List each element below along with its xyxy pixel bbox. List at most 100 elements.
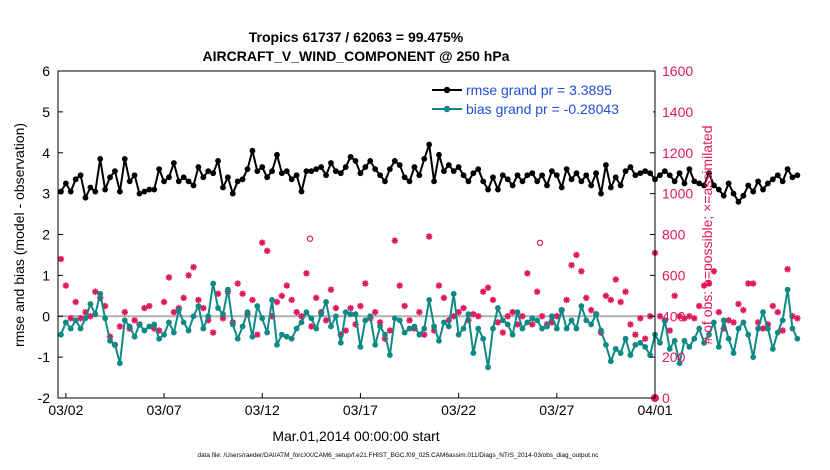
obs-count-point (686, 313, 693, 320)
bias-point (686, 344, 693, 350)
obs-count-point (195, 296, 202, 304)
bias-point (401, 329, 408, 336)
rmse-point (249, 147, 256, 154)
bias-point (696, 325, 703, 332)
bias-point (87, 301, 94, 307)
bias-point (293, 325, 300, 332)
rmse-point (696, 180, 703, 187)
obs-count-point (160, 298, 168, 306)
rmse-point (647, 170, 653, 177)
bias-point (593, 311, 599, 318)
legend-bias-marker (443, 105, 451, 113)
legend-box (427, 80, 653, 120)
bias-point (239, 323, 246, 330)
obs-count-point (342, 327, 349, 334)
bias-point (210, 280, 217, 287)
bias-point (534, 317, 541, 324)
rmse-point (494, 186, 501, 193)
obs-count-point (327, 286, 335, 293)
obs-count-point (779, 327, 786, 334)
rmse-point (553, 172, 560, 179)
obs-count-point (391, 237, 398, 244)
obs-count-point (504, 313, 511, 320)
rmse-point (485, 186, 491, 193)
rmse-point (288, 176, 295, 183)
bias-point (632, 341, 639, 348)
bias-point (62, 319, 69, 326)
rmse-point (244, 166, 251, 173)
bias-point (490, 325, 496, 332)
obs-count-point (715, 308, 723, 316)
rmse-point (347, 153, 354, 160)
rmse-point (328, 160, 334, 166)
rmse-point (401, 174, 408, 181)
bias-point (681, 337, 688, 344)
right-y-tick-label: 600 (662, 267, 686, 283)
obs-possible-marker (536, 239, 544, 247)
obs-count-point (165, 274, 173, 281)
obs-count-point (283, 282, 290, 289)
rmse-point (534, 178, 541, 185)
bias-point (146, 323, 153, 330)
rmse-point (87, 184, 94, 191)
obs-count-point (146, 302, 153, 310)
bias-point (372, 341, 379, 348)
obs-count-point (131, 317, 138, 324)
bias-point (676, 360, 683, 367)
bias-point (421, 325, 428, 332)
obs-count-point (67, 315, 74, 322)
bias-point (377, 323, 383, 330)
obs-count-point (691, 315, 698, 322)
bias-point (774, 329, 781, 336)
bias-point (426, 297, 433, 303)
obs-count-point (185, 272, 192, 279)
rmse-point (72, 176, 79, 183)
obs-count-point (155, 327, 163, 334)
bias-point (352, 311, 359, 318)
obs-count-point (470, 311, 477, 318)
rmse-point (760, 186, 766, 193)
rmse-point (465, 178, 472, 185)
bias-point (789, 325, 796, 332)
rmse-point (637, 170, 644, 177)
obs-count-point (735, 300, 742, 308)
obs-count-point (622, 288, 629, 295)
bias-point (347, 311, 354, 318)
rmse-point (735, 198, 742, 205)
rmse-point (440, 168, 447, 175)
bias-point (121, 317, 128, 324)
right-y-axis: 0 200 400 600 800 1000 1200 1400 1600 (650, 63, 693, 406)
rmse-point (617, 182, 624, 189)
bias-point (745, 331, 752, 338)
bias-point (779, 317, 786, 324)
obs-count-point (460, 304, 467, 312)
bias-point (642, 344, 649, 350)
obs-count-point (602, 292, 610, 300)
rmse-point (504, 176, 511, 183)
obs-count-point (396, 282, 403, 289)
right-y-tick-label: 1400 (662, 104, 693, 120)
bias-point (303, 309, 310, 316)
obs-count-point (494, 319, 502, 326)
rmse-point (170, 160, 177, 166)
obs-count-point (774, 308, 781, 316)
bias-point (524, 319, 531, 326)
rmse-point (372, 166, 379, 173)
bias-point (92, 311, 99, 318)
obs-count-point (676, 313, 683, 320)
rmse-point (568, 176, 575, 183)
rmse-point (470, 170, 477, 177)
obs-count-point (548, 319, 556, 326)
bias-point (141, 327, 148, 334)
x-tick-label: 03/12 (245, 402, 280, 418)
obs-count-point (322, 317, 330, 324)
right-y-tick-label: 0 (662, 390, 670, 406)
rmse-point (755, 178, 762, 185)
obs-count-point (273, 298, 281, 306)
rmse-point (67, 188, 74, 195)
x-tick-label: 03/27 (539, 402, 574, 418)
bias-point (784, 286, 791, 293)
obs-count-point (553, 313, 561, 320)
right-y-tick-label: 1200 (662, 145, 693, 161)
rmse-point (382, 178, 388, 185)
